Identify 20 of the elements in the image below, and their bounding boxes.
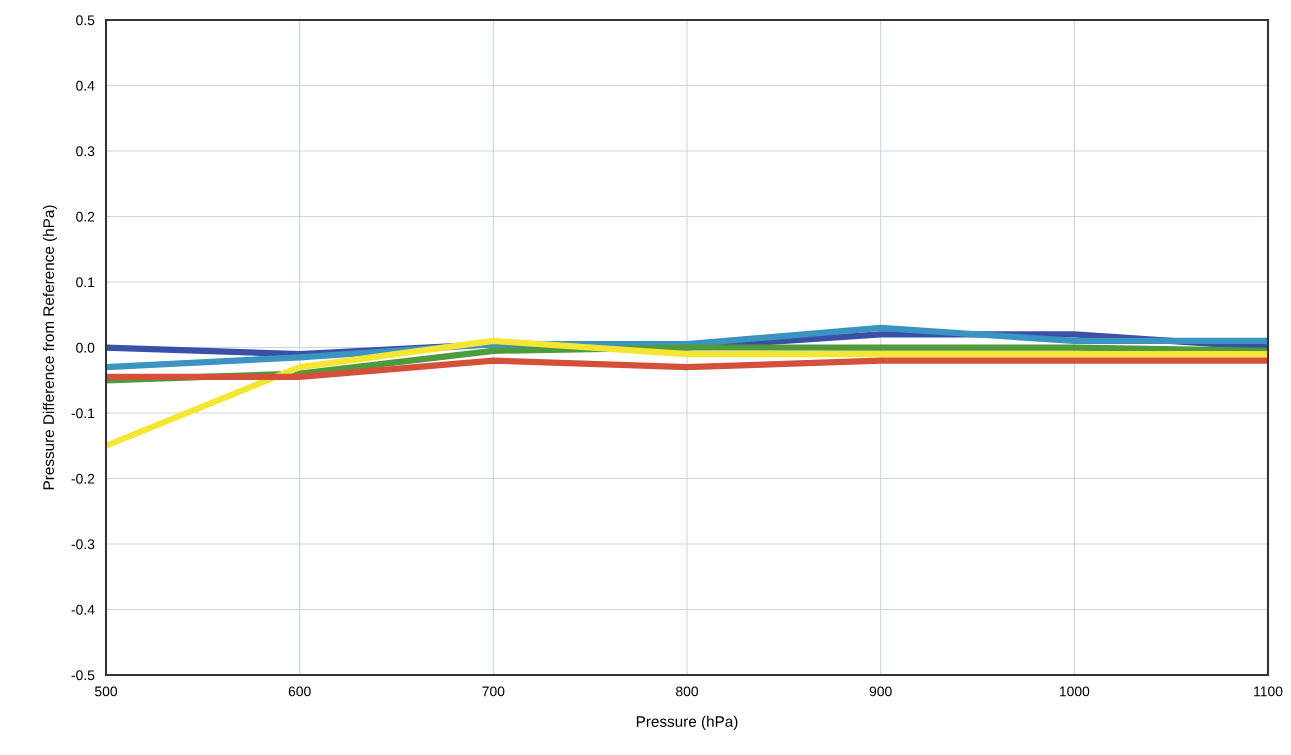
y-tick-label: 0.0	[76, 342, 95, 353]
y-tick-label: -0.3	[71, 539, 95, 550]
y-tick-label: 0.2	[76, 211, 95, 222]
y-tick-label: 0.3	[76, 146, 95, 157]
y-tick-label: -0.5	[71, 670, 95, 681]
y-axis-title: Pressure Difference from Reference (hPa)	[42, 205, 58, 490]
x-tick-label: 1100	[1254, 686, 1283, 697]
x-tick-label: 900	[869, 686, 892, 697]
x-axis-title: Pressure (hPa)	[636, 715, 738, 730]
y-tick-label: -0.1	[71, 408, 95, 419]
x-tick-label: 800	[676, 686, 699, 697]
y-tick-label: 0.5	[76, 15, 95, 26]
y-tick-label: 0.4	[76, 80, 95, 91]
x-tick-label: 600	[288, 686, 311, 697]
y-tick-label: -0.4	[71, 604, 95, 615]
x-tick-label: 500	[94, 686, 118, 697]
y-tick-label: 0.1	[76, 277, 95, 288]
x-tick-label: 700	[482, 686, 505, 697]
y-tick-label: -0.2	[71, 473, 95, 484]
x-tick-label: 1000	[1059, 686, 1090, 697]
